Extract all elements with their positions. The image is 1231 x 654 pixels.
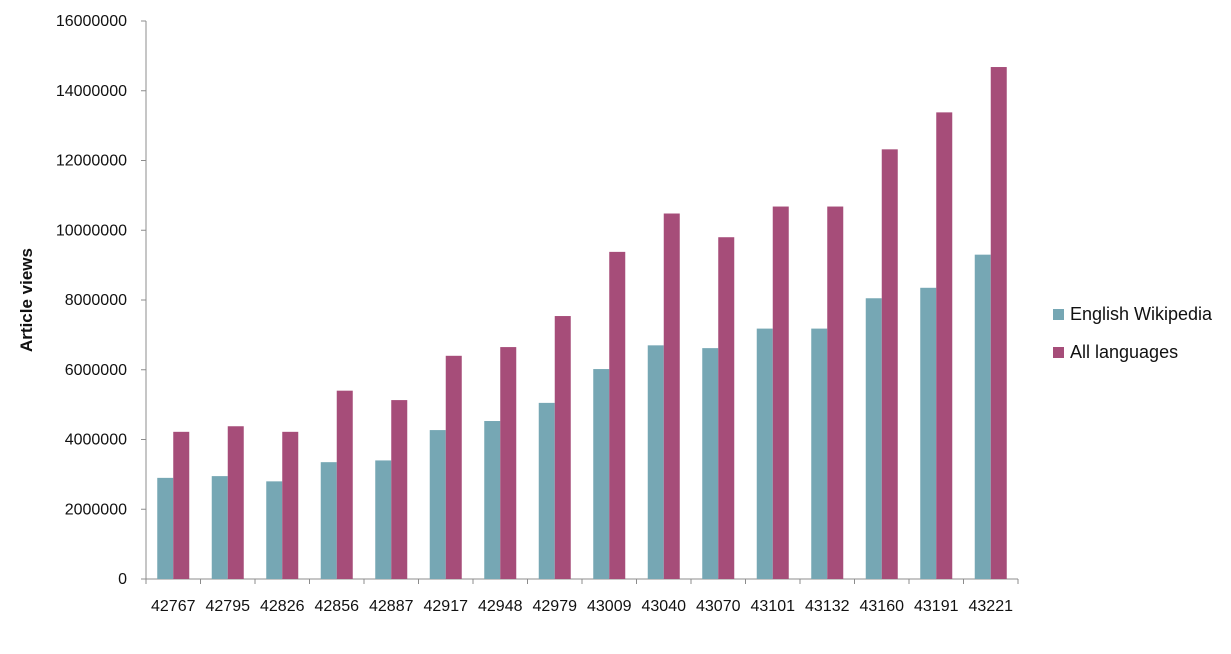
bar-all-languages: [500, 347, 517, 579]
bar-english-wikipedia: [157, 477, 174, 579]
x-tick-label: 43070: [696, 598, 741, 615]
bar-english-wikipedia: [865, 298, 882, 579]
bar-all-languages: [173, 431, 190, 579]
legend-label: All languages: [1070, 342, 1178, 362]
x-tick-label: 42767: [151, 598, 196, 615]
x-tick-label: 43160: [860, 598, 905, 615]
bar-all-languages: [718, 237, 735, 579]
x-tick-label: 43040: [642, 598, 687, 615]
bar-english-wikipedia: [647, 345, 664, 579]
y-tick-label: 4000000: [65, 432, 127, 449]
y-tick-label: 10000000: [56, 222, 127, 239]
y-tick-label: 16000000: [56, 13, 127, 30]
bar-all-languages: [990, 67, 1007, 579]
bar-all-languages: [881, 149, 898, 579]
x-tick-label: 43101: [751, 598, 796, 615]
bar-english-wikipedia: [429, 430, 446, 579]
bar-all-languages: [554, 316, 571, 579]
bar-all-languages: [282, 431, 299, 579]
bar-english-wikipedia: [756, 328, 773, 579]
legend-label: English Wikipedia: [1070, 304, 1213, 324]
legend-swatch: [1053, 309, 1064, 320]
y-tick-label: 6000000: [65, 362, 127, 379]
bar-all-languages: [663, 213, 680, 579]
bar-english-wikipedia: [702, 348, 719, 579]
x-tick-label: 43009: [587, 598, 632, 615]
x-tick-label: 42979: [533, 598, 578, 615]
bar-english-wikipedia: [538, 402, 555, 579]
bar-english-wikipedia: [320, 462, 337, 579]
y-tick-label: 2000000: [65, 501, 127, 518]
x-tick-label: 43221: [969, 598, 1014, 615]
y-tick-label: 0: [118, 571, 127, 588]
x-tick-label: 42826: [260, 598, 305, 615]
bar-english-wikipedia: [211, 476, 228, 579]
bar-english-wikipedia: [375, 460, 392, 579]
bar-all-languages: [227, 426, 244, 579]
bar-all-languages: [445, 355, 462, 579]
x-tick-label: 42887: [369, 598, 414, 615]
x-tick-label: 42917: [424, 598, 469, 615]
bar-english-wikipedia: [920, 287, 937, 579]
y-tick-label: 12000000: [56, 153, 127, 170]
bar-english-wikipedia: [484, 421, 501, 579]
bar-english-wikipedia: [266, 481, 283, 579]
bar-all-languages: [936, 112, 953, 579]
y-tick-label: 14000000: [56, 83, 127, 100]
bar-all-languages: [609, 251, 626, 579]
bar-all-languages: [772, 206, 789, 579]
legend-swatch: [1053, 347, 1064, 358]
x-tick-label: 42795: [206, 598, 251, 615]
bar-english-wikipedia: [593, 369, 610, 579]
bar-english-wikipedia: [811, 328, 828, 579]
x-tick-label: 43191: [914, 598, 959, 615]
y-axis-title: Article views: [17, 248, 36, 352]
y-tick-label: 8000000: [65, 292, 127, 309]
bar-english-wikipedia: [974, 254, 991, 579]
bar-all-languages: [336, 390, 353, 579]
bar-all-languages: [391, 400, 408, 579]
x-tick-label: 43132: [805, 598, 850, 615]
x-tick-label: 42856: [315, 598, 360, 615]
x-tick-label: 42948: [478, 598, 523, 615]
bar-all-languages: [827, 206, 844, 579]
